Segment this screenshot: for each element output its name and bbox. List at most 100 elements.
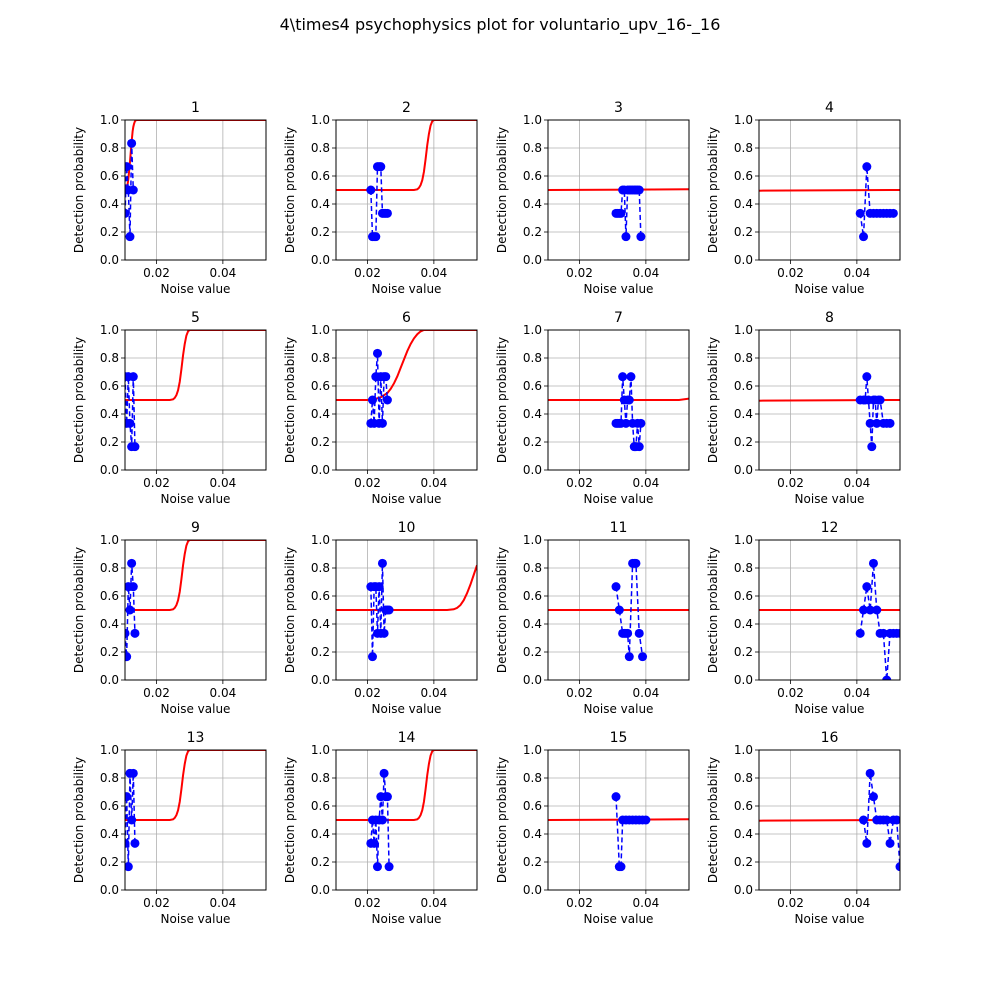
y-tick-label: 0.8 [523, 351, 542, 365]
data-line [859, 166, 894, 237]
y-tick-label: 0.6 [734, 379, 753, 393]
data-point [895, 862, 900, 872]
y-axis-label: Detection probability [72, 757, 86, 883]
subplot-3: 0.02 0.04 0.0 0.2 0.4 0.6 0.8 1.0 3 Noise value De… [495, 100, 690, 296]
data-point [128, 768, 138, 778]
subplot-title: 2 [402, 100, 411, 116]
data-point [859, 232, 869, 242]
y-tick-label: 0.4 [734, 407, 753, 421]
data-point [125, 792, 132, 802]
y-tick-label: 0.2 [311, 645, 330, 659]
x-tick-label: 0.04 [421, 686, 448, 700]
subplot-title: 15 [610, 730, 628, 746]
y-axis-label: Detection probability [706, 757, 720, 883]
data-point [377, 558, 387, 568]
y-tick-label: 0.0 [734, 463, 753, 477]
data-point [130, 628, 140, 638]
subplot-title: 10 [398, 520, 416, 536]
fit-curve [336, 120, 477, 191]
y-tick-label: 1.0 [523, 743, 542, 757]
y-tick-label: 1.0 [311, 743, 330, 757]
subplot-8: 0.02 0.04 0.0 0.2 0.4 0.6 0.8 1.0 8 Noise value De… [706, 310, 901, 506]
y-tick-label: 0.0 [311, 253, 330, 267]
plot-area [125, 120, 266, 242]
x-axis-label: Noise value [372, 702, 442, 716]
data-point [638, 652, 648, 662]
fit-curve [759, 189, 900, 192]
x-tick-label: 0.02 [354, 686, 381, 700]
y-tick-label: 1.0 [523, 323, 542, 337]
data-point [621, 232, 631, 242]
data-point [611, 792, 621, 802]
data-point [128, 185, 138, 195]
data-line [370, 165, 388, 238]
y-tick-label: 0.4 [523, 197, 542, 211]
y-tick-label: 0.2 [311, 435, 330, 449]
y-tick-label: 0.6 [100, 799, 119, 813]
x-tick-label: 0.04 [633, 266, 660, 280]
x-axis-label: Noise value [372, 912, 442, 926]
subplot-title: 8 [825, 310, 834, 326]
plot-area [759, 162, 900, 242]
x-axis-label: Noise value [161, 492, 231, 506]
data-point [128, 372, 138, 382]
axes-frame [335, 749, 478, 891]
data-point [377, 418, 387, 428]
y-tick-label: 0.4 [311, 617, 330, 631]
data-point [634, 628, 644, 638]
data-point [855, 628, 865, 638]
x-tick-label: 0.04 [421, 266, 448, 280]
data-point [885, 838, 895, 848]
y-tick-label: 0.8 [523, 771, 542, 785]
y-tick-label: 0.4 [311, 197, 330, 211]
y-tick-label: 0.8 [523, 561, 542, 575]
subplot-title: 5 [191, 310, 200, 326]
y-axis-label: Detection probability [283, 337, 297, 463]
data-point [636, 232, 646, 242]
subplot-1: 0.02 0.04 0.0 0.2 0.4 0.6 0.8 1.0 1 Noise value De… [72, 100, 267, 296]
x-axis-label: Noise value [584, 702, 654, 716]
data-point [125, 838, 130, 848]
axes-frame [758, 329, 901, 471]
y-tick-label: 0.2 [311, 225, 330, 239]
plot-area [125, 330, 266, 452]
data-point [865, 605, 875, 615]
data-point [367, 395, 377, 405]
y-tick-label: 0.0 [734, 673, 753, 687]
y-axis-label: Detection probability [706, 337, 720, 463]
subplot-title: 7 [614, 310, 623, 326]
axes-frame [758, 749, 901, 891]
data-point [878, 628, 888, 638]
y-tick-label: 0.2 [100, 645, 119, 659]
plot-area [548, 185, 689, 242]
x-axis-label: Noise value [795, 702, 865, 716]
data-point [367, 652, 377, 662]
y-tick-label: 0.0 [100, 883, 119, 897]
plot-area [125, 750, 266, 872]
y-tick-label: 0.6 [523, 799, 542, 813]
y-tick-label: 0.2 [734, 225, 753, 239]
axes-frame [547, 749, 690, 891]
data-point [125, 862, 133, 872]
axes-frame [335, 539, 478, 681]
data-point [634, 442, 644, 452]
data-point [369, 838, 379, 848]
axes-frame [758, 539, 901, 681]
data-point [616, 862, 626, 872]
data-point [382, 792, 392, 802]
subplot-2: 0.02 0.04 0.0 0.2 0.4 0.6 0.8 1.0 2 Noise value De… [283, 100, 478, 296]
data-line [860, 376, 891, 447]
y-tick-label: 0.4 [100, 827, 119, 841]
y-tick-label: 0.6 [734, 169, 753, 183]
plot-area [548, 792, 689, 872]
subplot-15: 0.02 0.04 0.0 0.2 0.4 0.6 0.8 1.0 15 Noise value D… [495, 730, 690, 926]
x-tick-label: 0.02 [354, 476, 381, 490]
y-tick-label: 1.0 [523, 533, 542, 547]
data-point [127, 815, 137, 825]
x-tick-label: 0.04 [844, 266, 871, 280]
subplot-13: 0.02 0.04 0.0 0.2 0.4 0.6 0.8 1.0 13 Noise value D… [72, 730, 267, 926]
x-axis-label: Noise value [161, 702, 231, 716]
data-point [888, 208, 898, 218]
y-tick-label: 0.4 [734, 827, 753, 841]
plot-area [336, 330, 477, 428]
